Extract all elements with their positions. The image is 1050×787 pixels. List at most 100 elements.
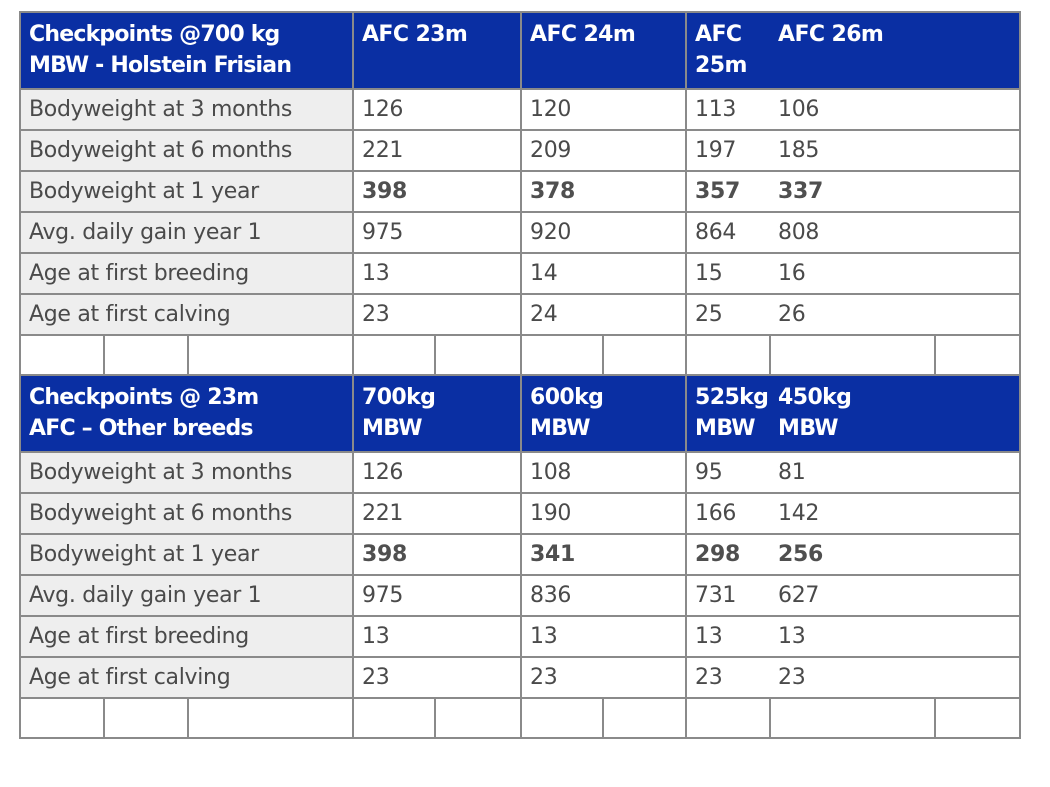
- table-body: Checkpoints @700 kg MBW - Holstein Frisia…: [19, 11, 1022, 739]
- header-col-1: 600kg MBW: [520, 374, 688, 453]
- empty-cell: [352, 697, 436, 739]
- row-value: 836: [520, 574, 688, 617]
- empty-cell: [769, 697, 937, 739]
- empty-cell: [934, 697, 1022, 739]
- header-col-line1: 450kg: [778, 385, 852, 410]
- row-value: 108: [520, 451, 688, 494]
- table-row: Bodyweight at 1 year 398 378 357 337: [19, 170, 1022, 213]
- empty-cell: [433, 697, 523, 739]
- row-value: 197: [685, 129, 771, 172]
- row-value: 142: [770, 492, 1022, 535]
- empty-cell: [685, 697, 772, 739]
- row-value: 26: [770, 293, 1022, 336]
- header-col-line1: 600kg: [530, 385, 604, 410]
- row-value: 113: [685, 88, 771, 131]
- row-value: 106: [770, 88, 1022, 131]
- row-value: 920: [520, 211, 688, 254]
- empty-cell: [352, 334, 436, 376]
- row-value: 23: [770, 656, 1022, 699]
- header-title-line1: Checkpoints @700 kg: [29, 22, 280, 47]
- empty-cell: [934, 334, 1022, 376]
- checkpoints-table-container: Checkpoints @700 kg MBW - Holstein Frisia…: [19, 11, 1022, 739]
- row-label: Avg. daily gain year 1: [19, 211, 354, 254]
- row-label: Age at first calving: [19, 293, 354, 336]
- table-row: Age at first breeding 13 13 13 13: [19, 615, 1022, 658]
- header-col-line2: MBW: [778, 416, 839, 441]
- row-value: 14: [520, 252, 688, 295]
- row-value: 120: [520, 88, 688, 131]
- row-value: 13: [351, 615, 523, 658]
- row-value: 23: [351, 293, 523, 336]
- row-value: 126: [351, 451, 523, 494]
- empty-cell: [433, 334, 523, 376]
- header-col-0: AFC 23m: [351, 11, 523, 90]
- table-row: Bodyweight at 6 months 221 190 166 142: [19, 492, 1022, 535]
- row-label: Bodyweight at 3 months: [19, 451, 354, 494]
- row-value: 341: [520, 533, 688, 576]
- header-title: Checkpoints @ 23m AFC – Other breeds: [19, 374, 354, 453]
- row-value: 975: [351, 211, 523, 254]
- row-value: 23: [685, 656, 771, 699]
- empty-cell: [103, 334, 189, 376]
- header-col-line2: MBW: [362, 416, 423, 441]
- header-title-line2: MBW - Holstein Frisian: [29, 53, 292, 78]
- header-col-line2: MBW: [530, 416, 591, 441]
- table-row: Age at first calving 23 24 25 26: [19, 293, 1022, 336]
- empty-cell: [602, 334, 688, 376]
- table-row: Bodyweight at 6 months 221 209 197 185: [19, 129, 1022, 172]
- row-label: Bodyweight at 1 year: [19, 533, 354, 576]
- row-value: 185: [770, 129, 1022, 172]
- row-value: 126: [351, 88, 523, 131]
- row-value: 81: [770, 451, 1022, 494]
- row-value: 13: [520, 615, 688, 658]
- row-value: 975: [351, 574, 523, 617]
- header-title-line1: Checkpoints @ 23m: [29, 385, 259, 410]
- empty-cell: [103, 697, 189, 739]
- row-value: 256: [770, 533, 1022, 576]
- row-value: 398: [351, 533, 523, 576]
- section1-header-row: Checkpoints @700 kg MBW - Holstein Frisia…: [19, 11, 1022, 90]
- row-label: Bodyweight at 6 months: [19, 129, 354, 172]
- row-value: 209: [520, 129, 688, 172]
- header-col-line1: 700kg: [362, 385, 436, 410]
- table-row: Age at first breeding 13 14 15 16: [19, 252, 1022, 295]
- header-col-2: 525kg MBW: [685, 374, 771, 453]
- empty-cell: [520, 334, 605, 376]
- empty-row: [19, 697, 1022, 739]
- row-value: 398: [351, 170, 523, 213]
- row-value: 808: [770, 211, 1022, 254]
- row-value: 13: [685, 615, 771, 658]
- row-value: 627: [770, 574, 1022, 617]
- header-col-1: AFC 24m: [520, 11, 688, 90]
- row-value: 25: [685, 293, 771, 336]
- row-value: 221: [351, 492, 523, 535]
- row-value: 378: [520, 170, 688, 213]
- table-row: Age at first calving 23 23 23 23: [19, 656, 1022, 699]
- row-value: 23: [520, 656, 688, 699]
- table-row: Avg. daily gain year 1 975 920 864 808: [19, 211, 1022, 254]
- row-value: 23: [351, 656, 523, 699]
- row-value: 298: [685, 533, 771, 576]
- header-col-line1: 525kg: [695, 385, 769, 410]
- row-value: 357: [685, 170, 771, 213]
- empty-cell: [19, 334, 105, 376]
- header-col-3: AFC 26m: [770, 11, 1022, 90]
- header-title: Checkpoints @700 kg MBW - Holstein Frisia…: [19, 11, 354, 90]
- header-title-line2: AFC – Other breeds: [29, 416, 254, 441]
- table-row: Bodyweight at 3 months 126 108 95 81: [19, 451, 1022, 494]
- header-col-line2: MBW: [695, 416, 756, 441]
- row-value: 16: [770, 252, 1022, 295]
- row-label: Bodyweight at 1 year: [19, 170, 354, 213]
- row-label: Avg. daily gain year 1: [19, 574, 354, 617]
- row-label: Age at first breeding: [19, 252, 354, 295]
- row-value: 24: [520, 293, 688, 336]
- row-value: 166: [685, 492, 771, 535]
- empty-cell: [520, 697, 605, 739]
- row-value: 864: [685, 211, 771, 254]
- row-label: Bodyweight at 3 months: [19, 88, 354, 131]
- table-row: Avg. daily gain year 1 975 836 731 627: [19, 574, 1022, 617]
- empty-cell: [685, 334, 772, 376]
- table-row: Bodyweight at 3 months 126 120 113 106: [19, 88, 1022, 131]
- section2-header-row: Checkpoints @ 23m AFC – Other breeds 700kg…: [19, 374, 1022, 453]
- row-value: 731: [685, 574, 771, 617]
